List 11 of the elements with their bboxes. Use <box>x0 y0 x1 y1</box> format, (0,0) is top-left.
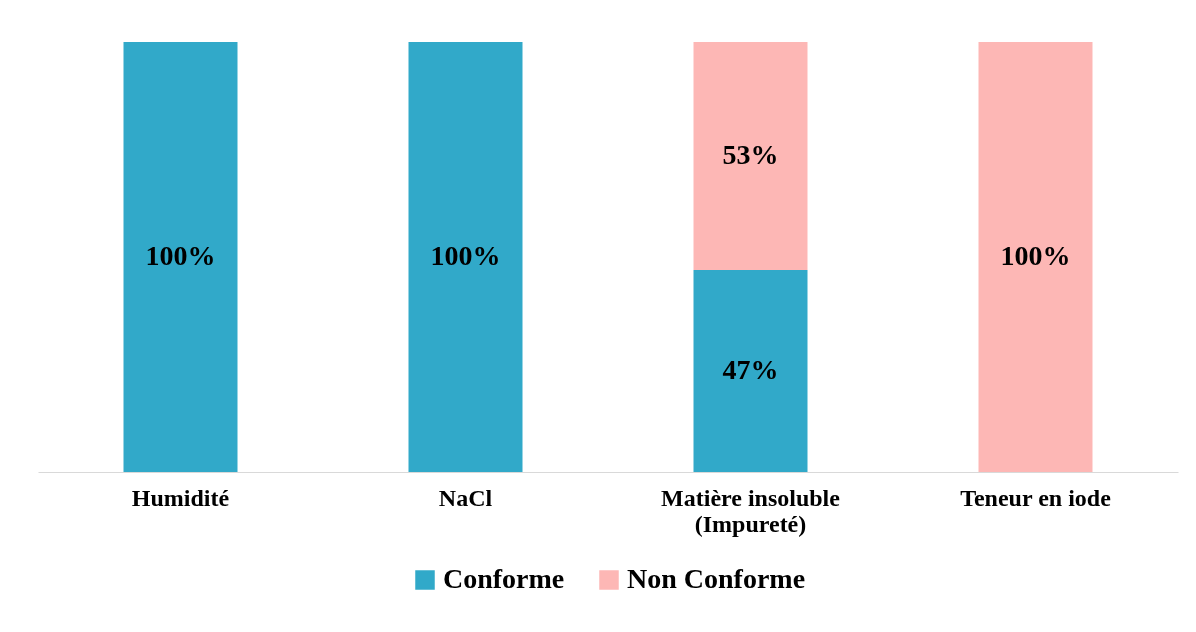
x-tick-label: Teneur en iode <box>960 484 1112 511</box>
data-label: 100% <box>1000 240 1071 271</box>
legend-label: Non Conforme <box>627 563 806 594</box>
x-tick-label: Humidité <box>131 484 230 511</box>
x-tick-label: NaCl <box>438 484 493 511</box>
data-label: 47% <box>722 353 779 385</box>
data-label: 53% <box>722 138 779 170</box>
data-label: 100% <box>430 240 501 271</box>
legend-label: Conforme <box>443 563 565 594</box>
x-tick-label: Matière insoluble (Impureté) <box>661 484 841 537</box>
data-label: 100% <box>145 240 216 271</box>
